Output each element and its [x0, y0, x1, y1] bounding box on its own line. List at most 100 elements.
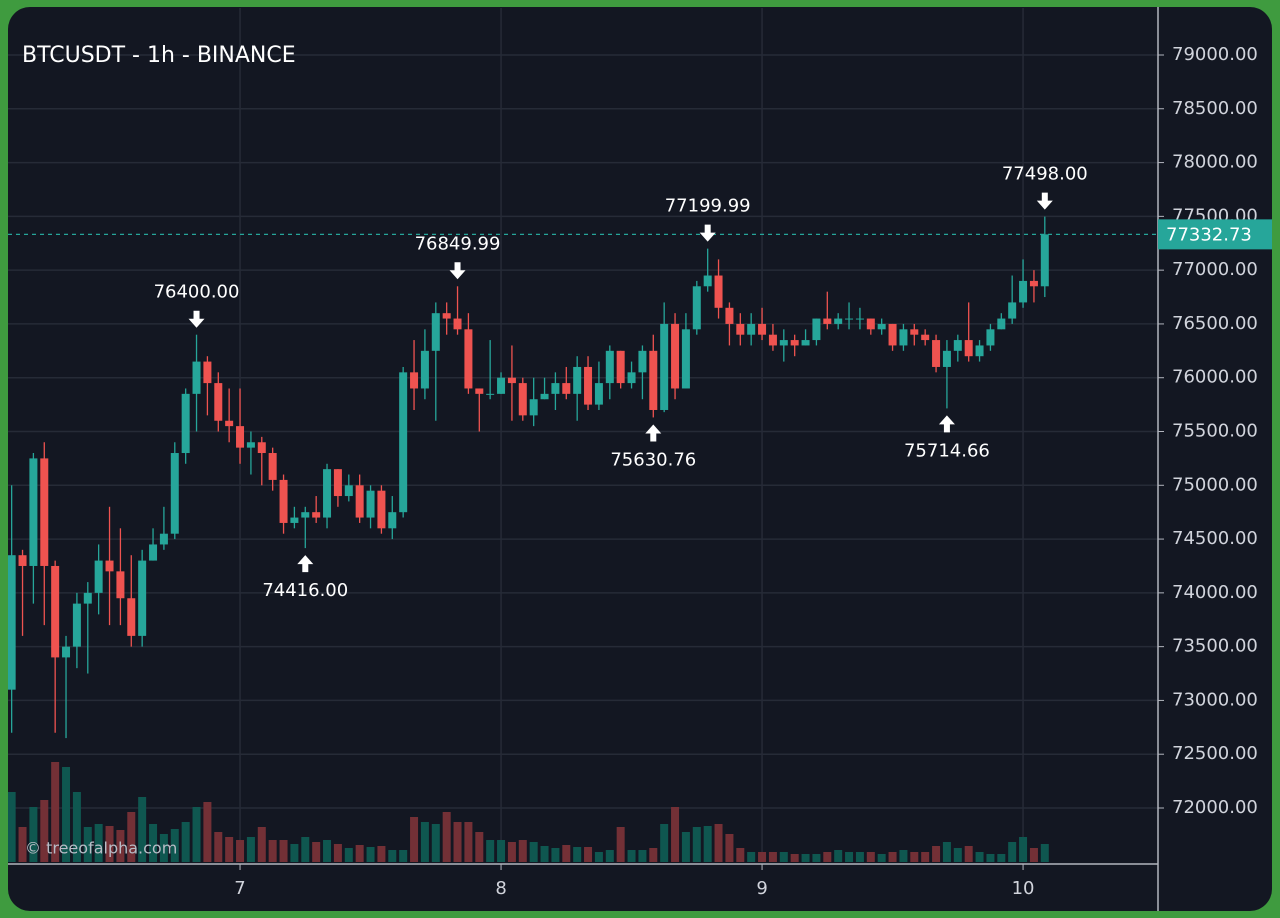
volume-bar [703, 826, 712, 862]
y-tick-label: 75500.00 [1172, 421, 1258, 442]
volume-bar [888, 852, 897, 862]
volume-bar [681, 832, 690, 862]
candle-body [203, 361, 212, 384]
volume-bar [72, 792, 81, 862]
volume-bar [138, 797, 147, 862]
volume-bar [801, 854, 810, 862]
volume-bar [105, 826, 114, 862]
volume-bar [671, 807, 680, 862]
candle-body [8, 555, 16, 690]
volume-bar [410, 817, 419, 862]
y-tick-label: 77000.00 [1172, 259, 1258, 280]
volume-bar [40, 800, 49, 862]
volume-bar [812, 854, 821, 862]
volume-bar [953, 848, 962, 862]
volume-bar [660, 824, 669, 862]
candle-body [986, 329, 995, 346]
candle-body [529, 399, 538, 416]
candle-body [301, 512, 310, 518]
volume-bar [605, 850, 614, 862]
x-tick-label: 9 [756, 878, 767, 899]
volume-bar [986, 854, 995, 862]
high-arrow [188, 310, 205, 328]
candle-body [475, 388, 484, 394]
candle-body [290, 517, 299, 523]
volume-bar [551, 848, 560, 862]
volume-bar [932, 846, 941, 862]
volume-bar [997, 854, 1006, 862]
low-label: 75714.66 [904, 440, 990, 461]
candle-body [866, 318, 875, 330]
candle-body [594, 383, 603, 405]
y-tick-label: 74000.00 [1172, 582, 1258, 603]
volume-bar [942, 842, 951, 862]
candle-body [72, 603, 81, 647]
candle-body [877, 323, 886, 330]
low-label: 75630.76 [610, 449, 696, 470]
candle-body [442, 313, 451, 319]
candle-body [855, 318, 864, 320]
y-tick-label: 78000.00 [1172, 152, 1258, 173]
candle-body [540, 393, 549, 400]
x-tick-label: 10 [1012, 878, 1035, 899]
volume-bar [725, 834, 734, 862]
volume-bar [290, 844, 299, 862]
high-arrow [699, 224, 716, 242]
candle-body [736, 323, 745, 335]
candle-body [127, 598, 136, 636]
candle-body [40, 458, 49, 566]
candle-body [823, 318, 832, 324]
volume-bar [562, 845, 571, 862]
volume-bar [910, 852, 919, 862]
candle-body [257, 442, 266, 454]
candle-body [921, 334, 930, 341]
candle-body [1019, 280, 1028, 303]
volume-bar [497, 840, 506, 862]
volume-bar [790, 854, 799, 862]
chart-panel: 76400.00 74416.00 76849.99 75630.76 77199.99… [8, 7, 1272, 911]
x-tick-label: 7 [234, 878, 245, 899]
candle-body [62, 646, 71, 658]
volume-bar [431, 824, 440, 862]
volume-bar [83, 827, 92, 862]
candle-body [497, 377, 506, 394]
volume-bar [594, 852, 603, 862]
candle-body [1040, 234, 1049, 287]
volume-bar [442, 812, 451, 862]
candle-body [399, 372, 408, 513]
candle-body [1008, 302, 1017, 319]
candle-body [616, 350, 625, 384]
volume-bar [758, 852, 767, 862]
volume-bar [344, 848, 353, 862]
y-tick-label: 72500.00 [1172, 743, 1258, 764]
candle-body [562, 383, 571, 394]
candle-body [377, 490, 386, 529]
candle-body [83, 592, 92, 604]
last-price-label: 77332.73 [1166, 224, 1252, 245]
candle-body [703, 275, 712, 287]
candle-body [149, 544, 158, 561]
high-label: 76400.00 [154, 282, 240, 303]
last-price-tag [1158, 219, 1272, 250]
candle-body [1029, 280, 1038, 287]
candle-body [573, 366, 582, 394]
volume-bar [1040, 844, 1049, 862]
candle-body [638, 350, 647, 373]
chart: 76400.00 74416.00 76849.99 75630.76 77199.99… [8, 7, 1272, 911]
y-tick-label: 73000.00 [1172, 689, 1258, 710]
volume-bar [638, 850, 647, 862]
y-tick-label: 73500.00 [1172, 636, 1258, 657]
candle-body [105, 560, 114, 572]
candle-body [551, 383, 560, 394]
candle-body [899, 329, 908, 346]
volume-bar [964, 846, 973, 862]
volume-bar [747, 852, 756, 862]
volume-bar [779, 852, 788, 862]
volume-bar [834, 850, 843, 862]
candle-body [681, 329, 690, 389]
volume-bar [736, 848, 745, 862]
volume-bar [507, 842, 516, 862]
high-arrow [449, 262, 466, 280]
candle-body [410, 372, 419, 389]
